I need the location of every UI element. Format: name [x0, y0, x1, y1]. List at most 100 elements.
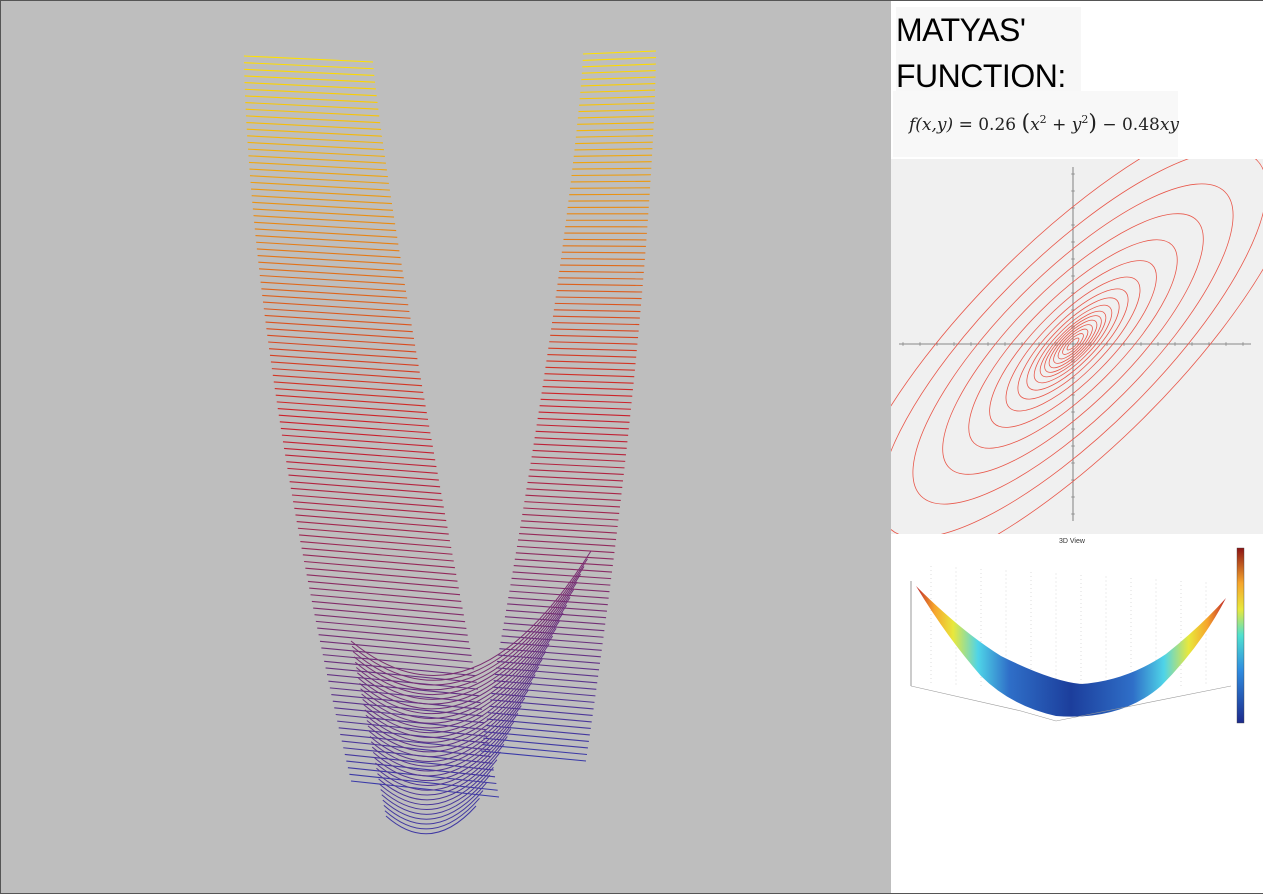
wire-line-left	[248, 155, 386, 164]
wire-line-right	[501, 635, 603, 645]
wire-line-left	[266, 328, 414, 340]
wire-bowl-curve	[354, 581, 578, 696]
wire-line-right	[561, 251, 646, 254]
contour-line	[1026, 297, 1120, 391]
wire-line-right	[575, 141, 653, 145]
contour-plot[interactable]	[891, 159, 1263, 534]
wire-line-right	[511, 577, 611, 586]
wire-bowl-curve	[355, 589, 574, 700]
wire-line-left	[295, 514, 448, 528]
wire-bowl-curve	[379, 759, 498, 806]
formula-inner-x: x	[1030, 115, 1040, 135]
wire-line-right	[555, 296, 642, 300]
colorbar	[1236, 547, 1245, 724]
wire-line-right	[524, 501, 621, 508]
wire-line-left	[284, 447, 436, 461]
matyas-wireframe-3d-plot[interactable]	[1, 1, 891, 893]
wire-line-right	[577, 115, 655, 119]
wire-bowl-curve	[383, 790, 484, 825]
wire-line-left	[317, 627, 469, 643]
wire-line-right	[538, 411, 631, 417]
wire-bowl-curve	[369, 689, 529, 762]
wire-line-right	[578, 109, 655, 113]
wire-line-left	[281, 434, 433, 447]
contour-line	[1033, 304, 1113, 384]
wire-bowl-curve	[376, 736, 508, 791]
wire-bowl-curve	[352, 566, 585, 686]
wire-line-right	[480, 750, 587, 762]
wire-line-right	[506, 609, 607, 619]
wire-line-right	[553, 309, 641, 313]
wire-line-right	[573, 154, 653, 157]
wire-line-right	[485, 724, 590, 736]
surface-floor	[910, 685, 1232, 722]
wire-line-right	[552, 322, 640, 326]
wire-line-left	[318, 634, 471, 650]
wire-line-right	[580, 89, 656, 93]
wire-line-left	[256, 248, 401, 259]
wire-line-left	[307, 580, 461, 596]
formula-box: f(x,y) = 0.26 (x2 + y2) − 0.48xy	[893, 91, 1179, 157]
wire-line-right	[544, 373, 635, 378]
wire-line-right	[492, 686, 596, 697]
wire-bowl-curve	[384, 797, 480, 830]
wire-line-right	[581, 69, 656, 74]
wire-line-left	[247, 135, 383, 144]
wire-line-right	[572, 167, 652, 170]
surface-3d-view[interactable]	[891, 536, 1263, 736]
wire-line-right	[510, 584, 610, 593]
wire-line-left	[244, 82, 376, 90]
wire-line-left	[277, 407, 429, 420]
wire-line-left	[306, 574, 459, 589]
wire-line-right	[560, 264, 645, 267]
wire-line-left	[285, 454, 437, 468]
wire-line-right	[554, 302, 642, 306]
wire-line-left	[246, 128, 383, 137]
wire-bowl-curve	[375, 728, 512, 786]
wire-line-right	[491, 692, 595, 703]
wire-line-left	[262, 294, 409, 306]
wire-bowl-curve	[385, 805, 477, 835]
wire-line-left	[289, 481, 442, 495]
wire-line-left	[346, 760, 496, 778]
wire-line-right	[520, 526, 617, 534]
wire-line-right	[559, 270, 644, 274]
contour-line	[1039, 310, 1107, 378]
wire-line-right	[493, 680, 597, 690]
wire-line-right	[521, 520, 618, 528]
wire-line-left	[299, 534, 452, 549]
formula-minus: − 0.48	[1102, 115, 1160, 135]
wire-line-left	[276, 401, 427, 414]
main-3d-plot-panel[interactable]	[1, 1, 891, 893]
wire-line-right	[582, 56, 656, 61]
wire-bowl-curve	[357, 597, 571, 705]
wire-line-left	[300, 541, 453, 555]
wire-line-right	[517, 539, 616, 547]
surface-view-title: 3D View	[1059, 538, 1085, 545]
contour-line	[1066, 337, 1080, 351]
wire-line-right	[509, 590, 609, 599]
wire-line-right	[543, 379, 634, 384]
wire-line-right	[516, 545, 615, 554]
wire-bowl-curve	[366, 666, 540, 748]
contour-line	[1005, 276, 1141, 412]
wire-line-right	[522, 513, 619, 521]
wire-line-right	[483, 737, 588, 749]
wire-line-right	[499, 648, 601, 658]
wire-line-left	[288, 474, 441, 488]
wire-bowl-curve	[381, 774, 491, 815]
side-panel: MATYAS' FUNCTION: f(x,y) = 0.26 (x2 + y2…	[891, 1, 1263, 893]
wire-bowl-curve	[358, 604, 568, 710]
wire-line-right	[525, 494, 621, 501]
wire-line-right	[580, 83, 656, 87]
contour-line	[1053, 324, 1093, 364]
wire-line-left	[261, 288, 408, 299]
wire-bowl-curve	[371, 705, 522, 772]
wire-line-left	[331, 693, 482, 710]
wire-line-left	[257, 254, 402, 265]
surface-3d-view-panel[interactable]: 3D View	[891, 536, 1263, 736]
wire-bowl-curve	[382, 782, 487, 820]
wire-line-right	[579, 96, 655, 100]
contour-line	[1062, 333, 1084, 355]
contour-plot-panel[interactable]	[891, 159, 1263, 534]
